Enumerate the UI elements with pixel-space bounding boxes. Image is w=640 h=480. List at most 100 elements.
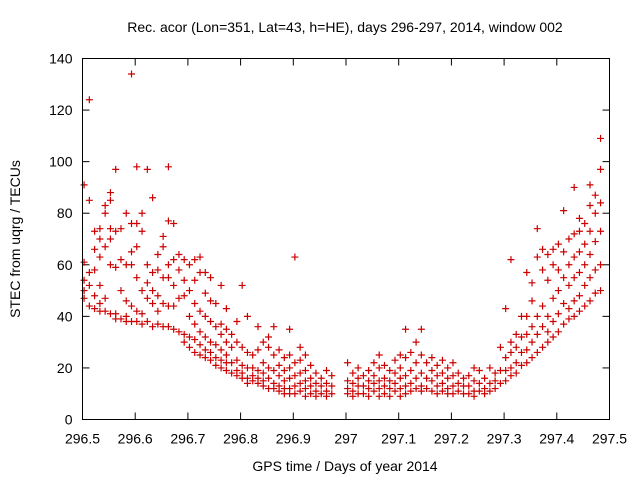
data-point (575, 307, 583, 315)
data-point (396, 351, 404, 359)
data-point (423, 359, 431, 367)
data-point (523, 346, 531, 354)
data-point (307, 382, 315, 390)
data-point (175, 250, 183, 258)
data-point (354, 374, 362, 382)
data-point (112, 227, 120, 235)
data-point (117, 287, 125, 295)
data-point (370, 387, 378, 395)
data-point (317, 390, 325, 398)
plot-frame (82, 58, 610, 420)
data-point (106, 261, 114, 269)
data-point (523, 312, 531, 320)
data-point (470, 377, 478, 385)
data-point (465, 390, 473, 398)
x-tick-label: 296.8 (223, 431, 258, 447)
data-point (565, 281, 573, 289)
data-point (575, 227, 583, 235)
data-point (539, 302, 547, 310)
data-point (301, 351, 309, 359)
data-point (380, 361, 388, 369)
data-point (354, 364, 362, 372)
data-point (96, 225, 104, 233)
data-point (575, 214, 583, 222)
data-point (122, 209, 130, 217)
data-point (296, 343, 304, 351)
data-point (344, 377, 352, 385)
data-point (170, 220, 178, 228)
data-point (539, 323, 547, 331)
data-point (106, 225, 114, 233)
data-point (149, 299, 157, 307)
data-point (412, 385, 420, 393)
data-point (491, 369, 499, 377)
data-point (554, 328, 562, 336)
data-point (212, 341, 220, 349)
data-point (323, 379, 331, 387)
data-point (133, 274, 141, 282)
data-point (117, 225, 125, 233)
data-point (375, 364, 383, 372)
data-point (128, 70, 136, 78)
data-point (180, 330, 188, 338)
data-point (544, 328, 552, 336)
data-point (91, 227, 99, 235)
data-point (491, 377, 499, 385)
data-point (328, 372, 336, 380)
data-point (359, 372, 367, 380)
data-point (597, 134, 605, 142)
data-point (438, 387, 446, 395)
data-point (185, 261, 193, 269)
data-point (80, 294, 88, 302)
data-point (265, 374, 273, 382)
data-point (402, 382, 410, 390)
x-tick-label: 297.5 (592, 431, 627, 447)
data-point (544, 250, 552, 258)
x-tick-label: 297.3 (487, 431, 522, 447)
data-point (328, 382, 336, 390)
data-point (222, 367, 230, 375)
data-point (307, 390, 315, 398)
data-point (428, 377, 436, 385)
data-point (586, 250, 594, 258)
data-point (128, 248, 136, 256)
data-point (217, 364, 225, 372)
data-point (280, 354, 288, 362)
data-point (138, 310, 146, 318)
data-point (96, 235, 104, 243)
data-point (296, 387, 304, 395)
data-point (517, 361, 525, 369)
data-point (417, 369, 425, 377)
x-tick-label: 296.7 (170, 431, 205, 447)
data-point (149, 287, 157, 295)
data-point (586, 297, 594, 305)
data-point (133, 163, 141, 171)
data-point (259, 359, 267, 367)
data-point (207, 274, 215, 282)
data-point (496, 343, 504, 351)
data-point (191, 276, 199, 284)
data-point (402, 325, 410, 333)
data-point (512, 330, 520, 338)
data-point (438, 379, 446, 387)
data-point (85, 302, 93, 310)
data-point (112, 263, 120, 271)
data-point (565, 305, 573, 313)
data-point (565, 235, 573, 243)
data-point (201, 354, 209, 362)
data-point (270, 323, 278, 331)
data-point (591, 266, 599, 274)
data-point (301, 367, 309, 375)
data-point (238, 343, 246, 351)
data-point (507, 348, 515, 356)
data-point (523, 269, 531, 277)
data-point (301, 392, 309, 400)
data-point (159, 299, 167, 307)
data-point (528, 279, 536, 287)
data-point (291, 372, 299, 380)
data-point (386, 377, 394, 385)
data-point (217, 330, 225, 338)
data-point (80, 276, 88, 284)
data-point (254, 379, 262, 387)
scatter-points (80, 70, 605, 400)
